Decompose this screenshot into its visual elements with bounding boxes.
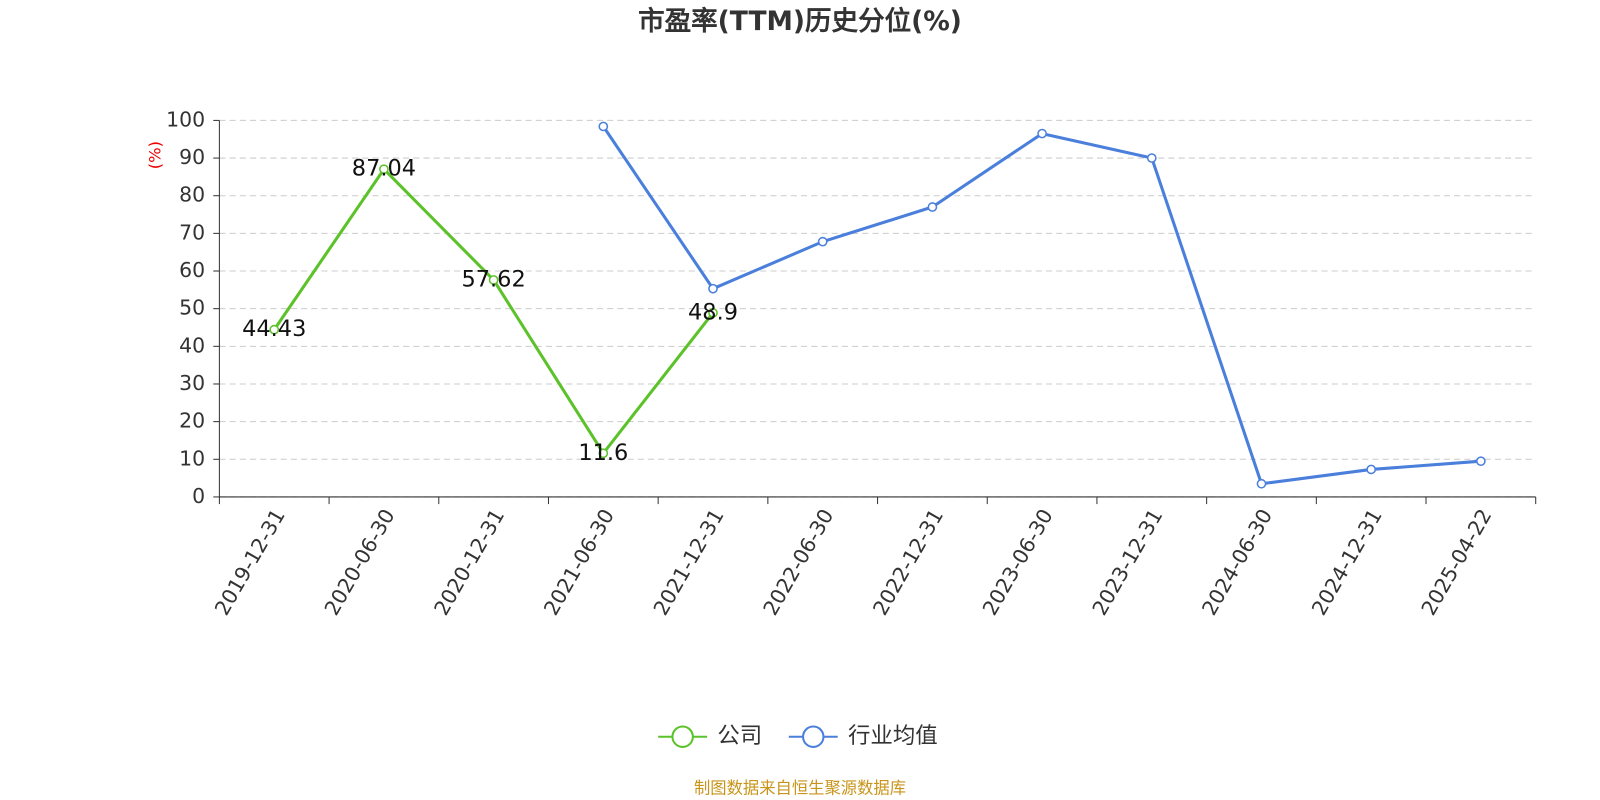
series-line xyxy=(272,166,715,456)
legend-label: 行业均值 xyxy=(848,723,938,749)
x-tick-label: 2022-12-31 xyxy=(868,505,948,620)
data-point xyxy=(708,283,718,294)
data-point xyxy=(1366,464,1377,475)
data-label: 87.04 xyxy=(352,156,416,182)
y-tick-label: 10 xyxy=(179,446,205,470)
source-note: 制图数据来自恒生聚源数据库 xyxy=(694,778,906,797)
data-point xyxy=(598,121,609,132)
x-tick-label: 2022-06-30 xyxy=(758,505,838,620)
data-point xyxy=(488,275,499,285)
data-point xyxy=(1037,128,1047,139)
data-label: 48.9 xyxy=(688,299,738,325)
data-point xyxy=(1476,456,1486,467)
x-tick-label: 2024-06-30 xyxy=(1197,505,1277,620)
x-tick-label: 2020-06-30 xyxy=(320,505,400,620)
data-label: 11.6 xyxy=(578,440,628,466)
y-tick-label: 70 xyxy=(179,220,205,244)
data-point xyxy=(269,324,280,335)
y-tick-label: 20 xyxy=(179,409,205,433)
data-point xyxy=(927,202,938,212)
x-tick-label: 2020-12-31 xyxy=(429,505,509,620)
y-tick-label: 90 xyxy=(179,145,205,169)
x-tick-label: 2021-12-31 xyxy=(649,505,729,620)
x-tick-label: 2023-12-31 xyxy=(1087,505,1167,620)
x-tick-label: 2019-12-31 xyxy=(210,505,290,620)
x-tick-label: 2025-04-22 xyxy=(1416,505,1496,620)
x-tick-label: 2023-06-30 xyxy=(978,505,1058,620)
y-axis-label: (%) xyxy=(146,141,165,169)
x-tick-label: 2021-06-30 xyxy=(539,505,619,620)
data-label: 57.62 xyxy=(462,266,526,292)
chart-title: 市盈率(TTM)历史分位(%) xyxy=(638,6,962,37)
y-tick-label: 100 xyxy=(166,107,205,131)
data-point xyxy=(1256,478,1267,489)
legend-label: 公司 xyxy=(717,723,762,749)
y-tick-label: 40 xyxy=(179,333,205,357)
x-tick-label: 2024-12-31 xyxy=(1307,505,1387,620)
legend-marker xyxy=(802,725,825,748)
data-point xyxy=(708,307,718,318)
data-label: 44.43 xyxy=(242,316,306,342)
y-tick-label: 0 xyxy=(192,484,205,508)
y-tick-label: 50 xyxy=(179,296,205,320)
legend-marker xyxy=(671,725,694,748)
y-tick-label: 30 xyxy=(179,371,205,395)
data-point xyxy=(379,164,389,175)
data-point xyxy=(817,236,828,247)
y-tick-label: 80 xyxy=(179,183,205,207)
y-tick-label: 60 xyxy=(179,258,205,282)
data-point xyxy=(598,448,609,459)
data-point xyxy=(1146,153,1157,163)
